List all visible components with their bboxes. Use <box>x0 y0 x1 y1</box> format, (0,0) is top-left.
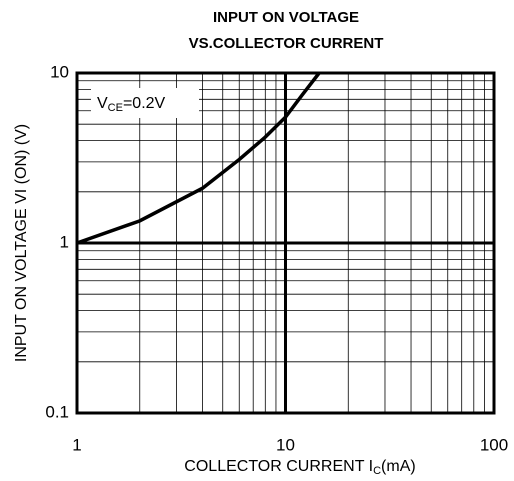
annotation-part: =0.2V <box>123 95 166 112</box>
x-tick-label: 10 <box>276 435 295 454</box>
chart-title: INPUT ON VOLTAGE <box>213 9 359 26</box>
chart-title: VS.COLLECTOR CURRENT <box>189 35 384 52</box>
x-axis-label-part: (mA) <box>381 458 416 475</box>
annotation-part: V <box>97 95 108 112</box>
x-tick-label: 1 <box>72 435 81 454</box>
y-tick-label: 0.1 <box>45 402 69 421</box>
annotation: VCE=0.2V <box>91 88 199 118</box>
y-axis-label: INPUT ON VOLTAGE VI (ON) (V) <box>13 124 30 362</box>
line <box>76 71 321 245</box>
y-tick-label: 10 <box>50 62 69 81</box>
x-axis-label-sub: C <box>373 465 381 477</box>
x-axis-label: COLLECTOR CURRENT IC(mA) <box>184 458 415 477</box>
annotation-sub: CE <box>108 102 123 114</box>
y-tick-label: 1 <box>60 232 69 251</box>
x-tick-label: 100 <box>480 435 508 454</box>
x-axis-label-part: COLLECTOR CURRENT I <box>184 458 373 475</box>
annotation-box <box>91 88 199 118</box>
annotation-text: VCE=0.2V <box>97 95 166 114</box>
